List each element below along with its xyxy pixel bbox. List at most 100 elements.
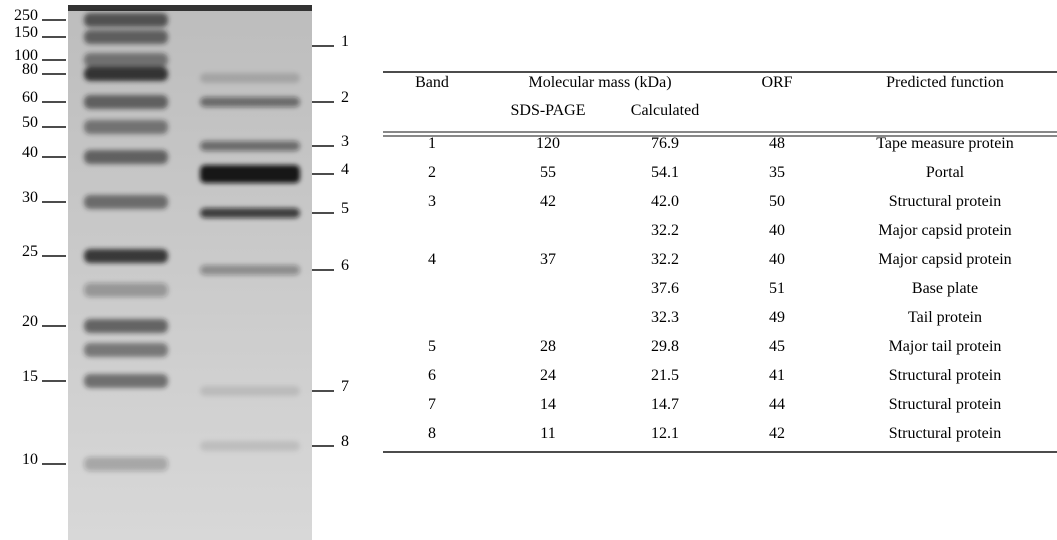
band-label: 2 bbox=[341, 89, 349, 106]
table-cell: 6 bbox=[428, 367, 436, 384]
figure: 25015010080605040302520151012345678 Band… bbox=[0, 0, 1057, 540]
table-header: Band bbox=[415, 74, 449, 91]
table-cell: 41 bbox=[769, 367, 785, 384]
table-cell: Major capsid protein bbox=[878, 251, 1011, 268]
table-subheader: Calculated bbox=[631, 102, 699, 119]
ladder-band bbox=[84, 53, 168, 67]
gel-well-edge bbox=[68, 5, 312, 11]
band-label: 8 bbox=[341, 433, 349, 450]
table-cell: 55 bbox=[540, 164, 556, 181]
table-cell: Tape measure protein bbox=[876, 135, 1013, 152]
table-cell: 45 bbox=[769, 338, 785, 355]
ladder-band bbox=[84, 95, 168, 109]
sample-band bbox=[200, 441, 300, 451]
ladder-band bbox=[84, 249, 168, 263]
sample-band bbox=[200, 73, 300, 83]
ladder-band bbox=[84, 457, 168, 471]
ladder-band bbox=[84, 30, 168, 44]
table-cell: 76.9 bbox=[651, 135, 679, 152]
table-cell: 28 bbox=[540, 338, 556, 355]
table-cell: 3 bbox=[428, 193, 436, 210]
band-label: 1 bbox=[341, 33, 349, 50]
sample-band bbox=[200, 141, 300, 151]
band-label: 7 bbox=[341, 378, 349, 395]
ladder-band bbox=[84, 343, 168, 357]
table-cell: 2 bbox=[428, 164, 436, 181]
table-cell: Structural protein bbox=[889, 425, 1001, 442]
table: Band Molecular mass (kDa) ORF Predicted fun… bbox=[383, 72, 1057, 452]
marker-label: 60 bbox=[22, 89, 38, 106]
table-cell: 42 bbox=[540, 193, 556, 210]
table-cell: 120 bbox=[536, 135, 560, 152]
table-cell: 4 bbox=[428, 251, 436, 268]
table-cell: Structural protein bbox=[889, 193, 1001, 210]
table-cell: 29.8 bbox=[651, 338, 679, 355]
sample-band bbox=[200, 208, 300, 218]
table-cell: Base plate bbox=[912, 280, 978, 297]
table-cell: 24 bbox=[540, 367, 556, 384]
ladder-band bbox=[84, 13, 168, 27]
table-cell: Structural protein bbox=[889, 396, 1001, 413]
sample-band bbox=[200, 265, 300, 275]
ladder-band bbox=[84, 374, 168, 388]
table-cell: 14 bbox=[540, 396, 556, 413]
marker-label: 20 bbox=[22, 313, 38, 330]
marker-label: 40 bbox=[22, 144, 38, 161]
band-label: 4 bbox=[341, 161, 349, 178]
sample-band bbox=[200, 97, 300, 107]
marker-label: 15 bbox=[22, 368, 38, 385]
marker-label: 25 bbox=[22, 243, 38, 260]
table-cell: 51 bbox=[769, 280, 785, 297]
table-cell: 32.3 bbox=[651, 309, 679, 326]
table-cell: 49 bbox=[769, 309, 785, 326]
table-subheader: SDS-PAGE bbox=[511, 102, 586, 119]
marker-label: 10 bbox=[22, 451, 38, 468]
table-cell: 50 bbox=[769, 193, 785, 210]
marker-label: 80 bbox=[22, 61, 38, 78]
table-cell: 37 bbox=[540, 251, 556, 268]
table-cell: 40 bbox=[769, 251, 785, 268]
table-cell: 14.7 bbox=[651, 396, 679, 413]
table-cell: 42 bbox=[769, 425, 785, 442]
table-cell: Tail protein bbox=[908, 309, 982, 326]
marker-label: 50 bbox=[22, 114, 38, 131]
ladder-band bbox=[84, 195, 168, 209]
marker-label: 150 bbox=[14, 24, 38, 41]
ladder-band bbox=[84, 283, 168, 297]
table-cell: Structural protein bbox=[889, 367, 1001, 384]
table-cell: 35 bbox=[769, 164, 785, 181]
table-header: Predicted function bbox=[886, 74, 1004, 91]
table-cell: Major capsid protein bbox=[878, 222, 1011, 239]
ladder-band bbox=[84, 319, 168, 333]
table-cell: 12.1 bbox=[651, 425, 679, 442]
ladder-band bbox=[84, 120, 168, 134]
table-cell: 32.2 bbox=[651, 222, 679, 239]
table-cell: 37.6 bbox=[651, 280, 679, 297]
table-cell: 32.2 bbox=[651, 251, 679, 268]
table-cell: Portal bbox=[926, 164, 965, 181]
sample-band bbox=[200, 386, 300, 396]
table-cell: 44 bbox=[769, 396, 785, 413]
table-header: ORF bbox=[761, 74, 792, 91]
table-cell: 40 bbox=[769, 222, 785, 239]
marker-label: 250 bbox=[14, 7, 38, 24]
table-header: Molecular mass (kDa) bbox=[528, 74, 671, 91]
table-cell: 42.0 bbox=[651, 193, 679, 210]
band-label: 3 bbox=[341, 133, 349, 150]
page: 25015010080605040302520151012345678 Band… bbox=[0, 0, 1057, 540]
table-cell: 8 bbox=[428, 425, 436, 442]
band-label: 5 bbox=[341, 200, 349, 217]
table-cell: 48 bbox=[769, 135, 785, 152]
table-cell: 11 bbox=[540, 425, 555, 442]
table-cell: 54.1 bbox=[651, 164, 679, 181]
ladder-band bbox=[84, 67, 168, 81]
table-cell: 1 bbox=[428, 135, 436, 152]
table-cell: 5 bbox=[428, 338, 436, 355]
sample-band bbox=[200, 165, 300, 183]
ladder-band bbox=[84, 150, 168, 164]
table-cell: 7 bbox=[428, 396, 436, 413]
table-cell: Major tail protein bbox=[889, 338, 1002, 355]
band-label: 6 bbox=[341, 257, 349, 274]
marker-label: 30 bbox=[22, 189, 38, 206]
table-cell: 21.5 bbox=[651, 367, 679, 384]
